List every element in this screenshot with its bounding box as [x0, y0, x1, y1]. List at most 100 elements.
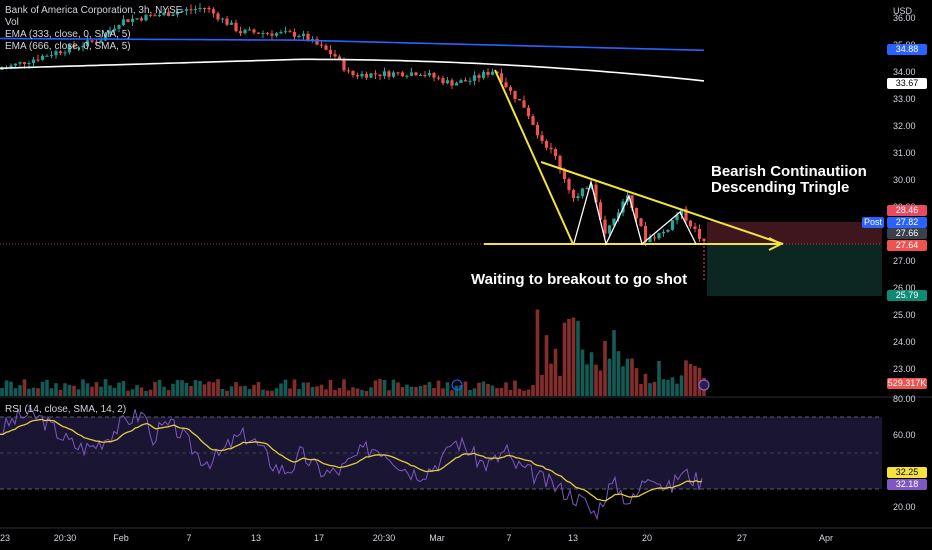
- candle-body: [436, 77, 441, 79]
- volume-bar: [612, 330, 616, 396]
- volume-bar: [103, 379, 108, 396]
- candle-body: [504, 82, 508, 88]
- volume-bar: [36, 388, 40, 396]
- candle-body: [67, 45, 72, 53]
- volume-bar: [508, 389, 513, 396]
- volume-bar: [387, 390, 391, 396]
- volume-bar: [571, 317, 576, 396]
- candle-body: [441, 78, 445, 84]
- post-price-tag: 27.82: [887, 217, 927, 228]
- time-tick-label: Feb: [113, 533, 129, 543]
- volume-bar: [148, 389, 153, 396]
- volume-bar: [315, 386, 319, 396]
- candle-body: [45, 55, 49, 57]
- volume-bar: [184, 382, 189, 396]
- volume-bar: [220, 388, 225, 396]
- volume-bar: [270, 390, 274, 396]
- candle-body: [468, 80, 472, 82]
- candle-body: [684, 208, 688, 221]
- volume-bar: [630, 358, 634, 396]
- volume-bar: [229, 386, 234, 396]
- candle-body: [477, 75, 481, 78]
- rsi-legend[interactable]: RSI (14, close, SMA, 14, 2): [5, 404, 127, 415]
- volume-bar: [9, 381, 13, 396]
- time-tick-label: 20: [641, 533, 653, 543]
- volume-bar: [310, 386, 315, 396]
- volume-bar: [153, 381, 157, 396]
- candle-body: [585, 188, 589, 190]
- candle-body: [459, 80, 463, 83]
- candle-body: [387, 71, 391, 77]
- volume-bar: [31, 387, 36, 396]
- volume-bar: [207, 381, 211, 396]
- volume-bar: [535, 309, 540, 396]
- wave-arrows: [573, 179, 697, 246]
- volume-bar: [396, 382, 400, 396]
- volume-bar: [441, 388, 445, 396]
- rsi-line: [0, 406, 703, 521]
- candle-body: [378, 74, 382, 77]
- time-tick-label: 7: [186, 533, 192, 543]
- volume-bar: [139, 387, 144, 396]
- downtrend-line: [494, 69, 574, 245]
- candle-body: [670, 220, 675, 230]
- time-tick-label: 17: [313, 533, 325, 543]
- candle-body: [238, 31, 243, 34]
- candle-body: [576, 196, 580, 199]
- volume-bar: [144, 390, 148, 396]
- ema333-legend[interactable]: EMA (333, close, 0, SMA, 5): [5, 29, 131, 40]
- ema666-legend[interactable]: EMA (666, close, 0, SMA, 5): [5, 41, 131, 52]
- vol-legend[interactable]: Vol: [5, 17, 19, 28]
- volume-bar: [625, 358, 630, 396]
- candle-body: [526, 107, 531, 117]
- volume-bar: [112, 387, 117, 396]
- stop-price-tag: 28.46: [887, 205, 927, 216]
- candle-body: [90, 40, 94, 42]
- candle-body: [598, 202, 603, 220]
- volume-bar: [189, 386, 193, 396]
- candle-body: [454, 82, 459, 86]
- candle-body: [265, 33, 270, 35]
- candle-body: [292, 31, 297, 37]
- volume-bar: [486, 383, 490, 396]
- volume-bar: [445, 382, 450, 396]
- candle-body: [351, 70, 355, 76]
- candles: [0, 3, 706, 246]
- volume-bar: [216, 379, 220, 396]
- time-tick-label: Mar: [429, 533, 445, 543]
- candle-body: [121, 19, 126, 26]
- time-tick-label: 7: [506, 533, 512, 543]
- volume-bar: [522, 390, 526, 396]
- time-tick-label: 13: [250, 533, 262, 543]
- volume-bar: [567, 318, 571, 396]
- volume-bar: [360, 389, 364, 396]
- target-zone: [707, 244, 882, 296]
- volume-bar: [589, 352, 594, 396]
- volume-bar: [301, 382, 306, 396]
- price-tick-label: 30.00: [893, 175, 916, 186]
- candle-body: [256, 32, 261, 34]
- ema-666-line: [0, 58, 705, 82]
- volume-bar: [382, 380, 387, 396]
- symbol-legend[interactable]: Bank of America Corporation, 3h, NYSE: [5, 5, 183, 16]
- pattern-title-line2: Descending Tringle: [711, 179, 850, 196]
- volume-bar: [319, 384, 324, 396]
- volume-bar: [175, 380, 180, 396]
- earnings-icon[interactable]: [698, 379, 710, 391]
- candle-body: [432, 73, 436, 78]
- candle-body: [342, 59, 346, 71]
- volume-bar: [225, 390, 229, 396]
- volume-bar: [526, 389, 531, 396]
- price-tick-label: 25.00: [893, 310, 916, 321]
- volume-bar: [544, 335, 549, 396]
- volume-bar: [558, 375, 562, 396]
- volume-bar: [409, 386, 414, 396]
- volume-bar: [63, 383, 67, 396]
- candle-body: [553, 149, 558, 156]
- volume-bar: [288, 388, 292, 396]
- dividend-icon[interactable]: [451, 379, 463, 391]
- candle-body: [472, 75, 477, 81]
- volume-bar: [607, 358, 612, 396]
- ema333-price-tag: 34.88: [887, 44, 927, 55]
